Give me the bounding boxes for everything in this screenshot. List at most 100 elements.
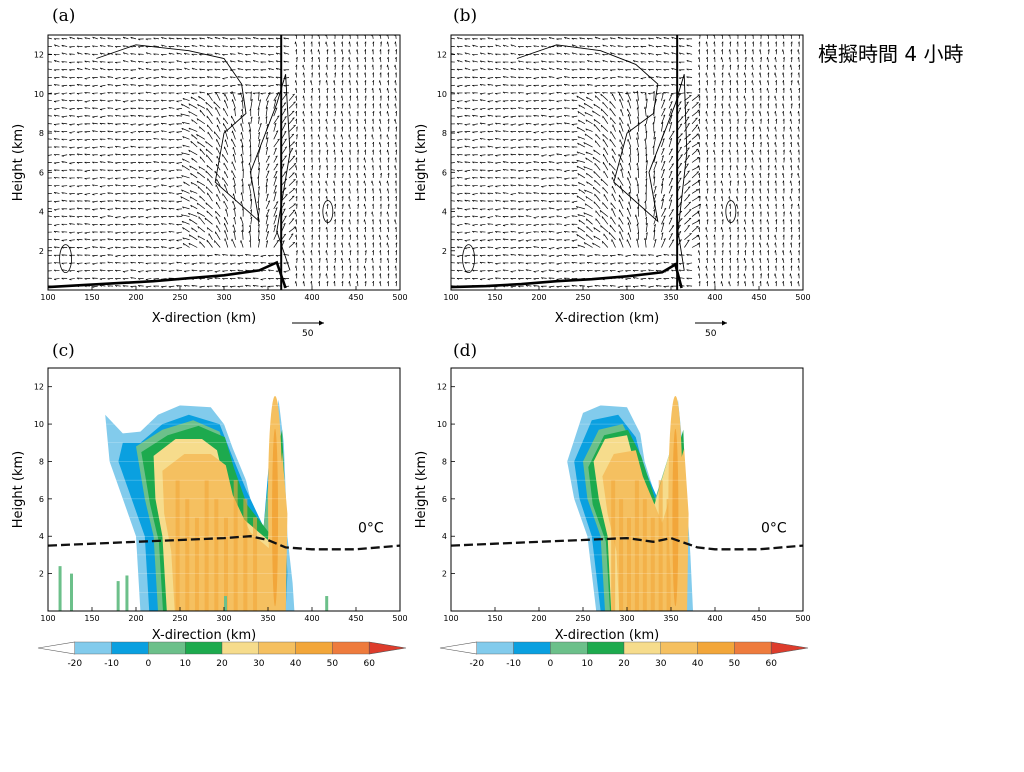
- wind-vector: [619, 225, 623, 232]
- wind-vector: [604, 148, 608, 155]
- wind-vector-head: [326, 134, 327, 136]
- wind-vector-head: [526, 171, 528, 172]
- wind-vector-head: [371, 181, 372, 183]
- wind-vector: [572, 240, 577, 241]
- wind-vector: [241, 123, 243, 131]
- wind-vector: [207, 108, 213, 116]
- wind-vector: [176, 248, 181, 249]
- wind-vector: [541, 178, 546, 179]
- wind-vector: [365, 196, 366, 201]
- wind-vector: [217, 225, 221, 232]
- wind-vector: [327, 258, 328, 263]
- wind-vector: [714, 273, 715, 278]
- wind-vector: [289, 118, 294, 124]
- wind-vector: [295, 42, 296, 47]
- wind-vector: [767, 243, 768, 248]
- wind-vector: [594, 150, 601, 155]
- wind-vector-head: [138, 233, 140, 234]
- wind-vector: [480, 278, 485, 279]
- wind-vector-head: [161, 117, 163, 118]
- wind-vector-head: [54, 210, 56, 211]
- wind-vector: [261, 278, 266, 279]
- y-tick-label: 2: [39, 247, 44, 256]
- wind-vector-head: [77, 148, 79, 149]
- wind-vector: [387, 134, 388, 139]
- wind-vector: [199, 217, 205, 225]
- wind-vector: [250, 231, 251, 240]
- wind-vector: [767, 219, 768, 224]
- wind-vector: [449, 169, 454, 170]
- wind-vector-head: [541, 179, 543, 180]
- wind-vector-head: [495, 225, 497, 226]
- wind-vector: [189, 104, 197, 109]
- wind-vector: [388, 103, 389, 108]
- wind-vector-head: [379, 88, 380, 90]
- wind-vector-head: [303, 119, 304, 121]
- wind-vector: [215, 271, 220, 272]
- wind-vector: [205, 218, 213, 224]
- wind-vector: [161, 286, 166, 287]
- wind-vector: [472, 193, 477, 194]
- wind-vector: [495, 155, 500, 156]
- wind-vector: [518, 240, 523, 241]
- wind-vector-head: [154, 148, 156, 149]
- wind-vector: [595, 194, 601, 201]
- wind-vector-head: [108, 225, 110, 226]
- wind-vector-head: [241, 132, 242, 134]
- wind-vector: [699, 235, 700, 240]
- wind-vector: [380, 188, 381, 193]
- wind-vector-head: [295, 212, 296, 214]
- wind-vector: [232, 162, 235, 171]
- wind-vector: [557, 232, 562, 233]
- wind-vector-head: [572, 241, 574, 242]
- wind-vector-head: [790, 196, 791, 198]
- wind-vector-head: [295, 165, 296, 167]
- wind-vector-head: [782, 165, 783, 167]
- wind-vector: [604, 234, 608, 240]
- wind-vector: [192, 158, 198, 162]
- wind-vector: [656, 278, 661, 279]
- wind-vector-head: [92, 264, 94, 265]
- wind-vector-head: [261, 279, 263, 280]
- wind-vector: [737, 196, 738, 201]
- wind-vector: [100, 116, 105, 117]
- wind-vector: [721, 281, 722, 286]
- wind-vector: [465, 248, 470, 249]
- wind-vector: [281, 94, 287, 101]
- wind-vector: [266, 201, 270, 209]
- wind-vector: [387, 181, 388, 186]
- wind-vector: [526, 240, 531, 241]
- wind-vector-head: [356, 274, 357, 276]
- wind-vector-head: [636, 138, 637, 140]
- wind-vector-head: [379, 165, 380, 167]
- wind-vector: [465, 232, 470, 233]
- wind-vector-head: [62, 156, 64, 157]
- wind-vector: [357, 274, 358, 279]
- wind-vector: [349, 134, 350, 139]
- wind-vector: [232, 131, 235, 139]
- wind-vector: [541, 186, 546, 187]
- wind-vector: [577, 234, 585, 239]
- wind-vector: [799, 204, 800, 209]
- wind-vector: [69, 240, 74, 241]
- wind-vector-head: [557, 264, 559, 265]
- wind-vector: [177, 78, 182, 79]
- wind-vector: [216, 217, 220, 225]
- wind-vector: [241, 154, 243, 163]
- wind-vector: [169, 186, 174, 187]
- wind-vector-head: [85, 233, 87, 234]
- wind-vector: [457, 147, 462, 148]
- wind-vector: [223, 108, 227, 116]
- wind-vector-head: [169, 148, 171, 149]
- wind-vector-head: [364, 266, 365, 268]
- wind-vector: [465, 209, 470, 210]
- wind-vector: [603, 139, 608, 147]
- wind-vector-head: [318, 181, 319, 183]
- isolated-contour: [60, 245, 72, 273]
- wind-vector: [85, 78, 90, 79]
- wind-vector: [357, 173, 358, 178]
- wind-vector-head: [100, 117, 102, 118]
- wind-vector: [365, 235, 366, 240]
- wind-vector: [197, 104, 204, 108]
